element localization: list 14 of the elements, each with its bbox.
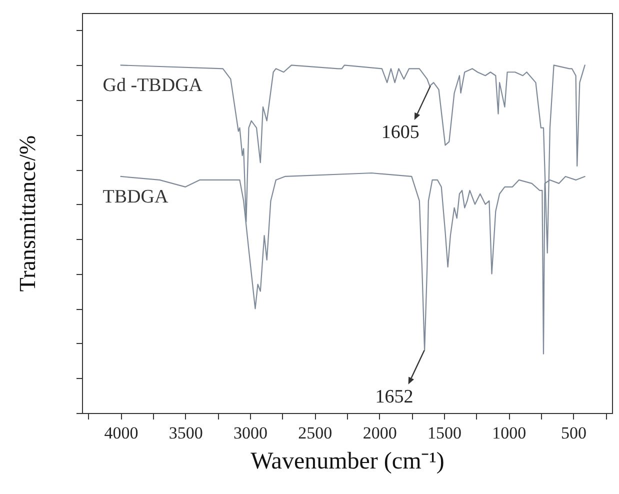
x-tick-label: 3500 <box>168 424 203 442</box>
x-axis-title: Wavenumber (cm⁻¹) <box>250 448 444 474</box>
x-tick-label: 1000 <box>492 424 526 442</box>
series-label: Gd -TBDGA <box>102 75 203 96</box>
y-axis-title: Transmittance/% <box>15 135 40 292</box>
x-tick-label: 2000 <box>362 424 397 442</box>
x-tick-label: 4000 <box>104 424 138 442</box>
annotation: 1652 <box>375 386 414 408</box>
x-tick-label: 2500 <box>298 424 332 442</box>
series-label: TBDGA <box>102 186 168 208</box>
x-tick-label: 500 <box>560 424 586 442</box>
x-tick-label: 1500 <box>427 424 462 442</box>
x-tick-label: 3000 <box>234 424 268 442</box>
annotation: 1605 <box>381 122 420 144</box>
